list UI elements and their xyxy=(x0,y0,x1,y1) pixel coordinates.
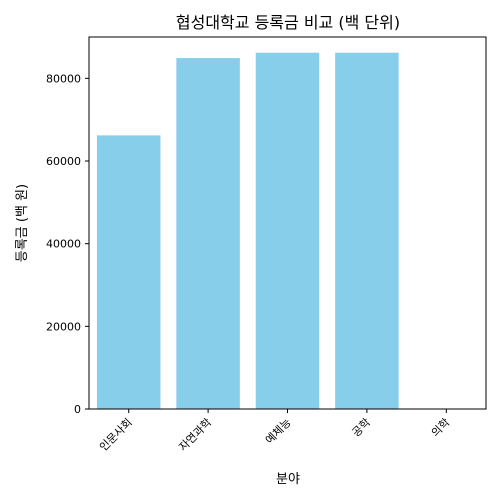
bar-4 xyxy=(335,52,399,409)
x-axis-label: 분야 xyxy=(276,472,300,487)
x-tick-label-2: 자연과학 xyxy=(176,416,214,454)
plot-area: 0 20000 40000 60000 80000 인문사회 자연과학 예체능 공학 의학 xyxy=(46,36,487,454)
x-tick-label-4: 공학 xyxy=(350,416,374,440)
bar-2 xyxy=(176,58,240,410)
x-tick-label-1: 인문사회 xyxy=(97,416,135,454)
y-tick-label-2: 20000 xyxy=(46,320,81,333)
y-axis-label: 등록금 (백 원) xyxy=(15,184,30,262)
x-tick-label-3: 예체능 xyxy=(263,416,294,447)
y-tick-label-5: 80000 xyxy=(46,72,81,85)
y-tick-label-3: 40000 xyxy=(46,238,81,251)
bar-3 xyxy=(255,52,320,409)
y-tick-label-4: 60000 xyxy=(46,155,81,168)
x-tick-label-5: 의학 xyxy=(429,416,453,440)
bar-1 xyxy=(96,135,161,409)
chart-title: 협성대학교 등록금 비교 (백 단위) xyxy=(176,13,400,32)
y-tick-label-1: 0 xyxy=(74,403,81,416)
